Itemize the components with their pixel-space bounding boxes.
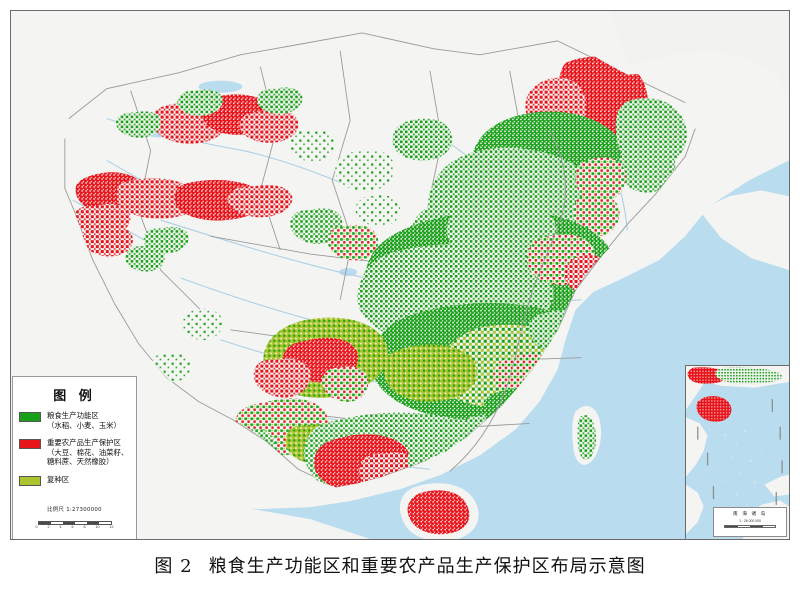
region-hainan-island xyxy=(399,483,479,539)
map-legend: 图 例 粮食生产功能区 （水稻、小麦、玉米） 重要农产品生产保护区 （大豆、棉花… xyxy=(12,376,137,539)
figure-number: 图 2 xyxy=(154,556,193,577)
region-xinjiang-tarim-belt xyxy=(74,87,303,272)
scale-label: 比例尺 1:27300000 xyxy=(47,507,102,513)
region-taiwan-island xyxy=(572,405,602,465)
legend-title: 图 例 xyxy=(53,389,96,404)
china-thematic-map: 图 例 粮食生产功能区 （水稻、小麦、玉米） 重要农产品生产保护区 （大豆、棉花… xyxy=(10,10,790,540)
region-sichuan-basin xyxy=(253,317,389,402)
inset-title: 南 海 诸 岛 xyxy=(733,512,767,517)
scale-tick-1: 2 xyxy=(47,525,50,529)
region-northwest-corridor xyxy=(290,195,401,261)
scale-tick-0: 0 xyxy=(35,525,38,529)
scale-tick-4: 8 xyxy=(83,525,86,529)
legend-label-grain-production-functional-zone: 粮食生产功能区 （水稻、小麦、玉米） xyxy=(47,411,121,430)
map-canvas xyxy=(11,11,789,539)
inset-scale-box: 南 海 诸 岛 1 : 26 000 000 xyxy=(713,507,787,537)
scale-tick-6: 12 xyxy=(109,525,114,529)
inset-zone-pixels xyxy=(687,367,783,422)
scale-tick-3: 6 xyxy=(71,525,74,529)
legend-item-grain-production-functional-zone: 粮食生产功能区 （水稻、小麦、玉米） xyxy=(19,411,130,430)
scale-numbers: 0 2 4 6 8 10 12 xyxy=(36,525,114,529)
legend-label-multiple-cropping-zone: 复种区 xyxy=(47,474,70,484)
coastline xyxy=(449,130,566,472)
legend-items: 粮食生产功能区 （水稻、小麦、玉米） 重要农产品生产保护区 （大豆、棉花、油菜籽… xyxy=(13,411,136,486)
legend-item-multiple-cropping-zone: 复种区 xyxy=(19,475,130,486)
scale-tick-5: 10 xyxy=(95,525,100,529)
legend-swatch-olive xyxy=(19,475,41,486)
inset-scale-bar xyxy=(724,525,776,528)
legend-swatch-red xyxy=(19,439,41,449)
figure-caption: 图 2 粮食生产功能区和重要农产品生产保护区布局示意图 xyxy=(0,552,800,578)
south-china-sea-inset: 南 海 诸 岛 1 : 26 000 000 xyxy=(685,365,789,539)
legend-swatch-green xyxy=(19,412,41,422)
scale-ticks xyxy=(37,521,112,525)
figure-title: 粮食生产功能区和重要农产品生产保护区布局示意图 xyxy=(208,556,646,577)
legend-label-important-agricultural-product-protection-zone: 重要农产品生产保护区 （大豆、棉花、油菜籽、 糖料蔗、天然橡胶） xyxy=(47,438,129,466)
legend-scale-bar: 比例尺 1:27300000 0 2 4 6 8 10 12 xyxy=(13,505,136,533)
scale-bar-graphic: 0 2 4 6 8 10 12 xyxy=(36,521,114,530)
inset-scale-value: 1 : 26 000 000 xyxy=(739,519,761,523)
inset-reefs xyxy=(718,422,764,506)
legend-item-important-agricultural-product-protection-zone: 重要农产品生产保护区 （大豆、棉花、油菜籽、 糖料蔗、天然橡胶） xyxy=(19,438,130,467)
region-inner-mongolia xyxy=(289,118,453,192)
scale-tick-2: 4 xyxy=(59,525,62,529)
